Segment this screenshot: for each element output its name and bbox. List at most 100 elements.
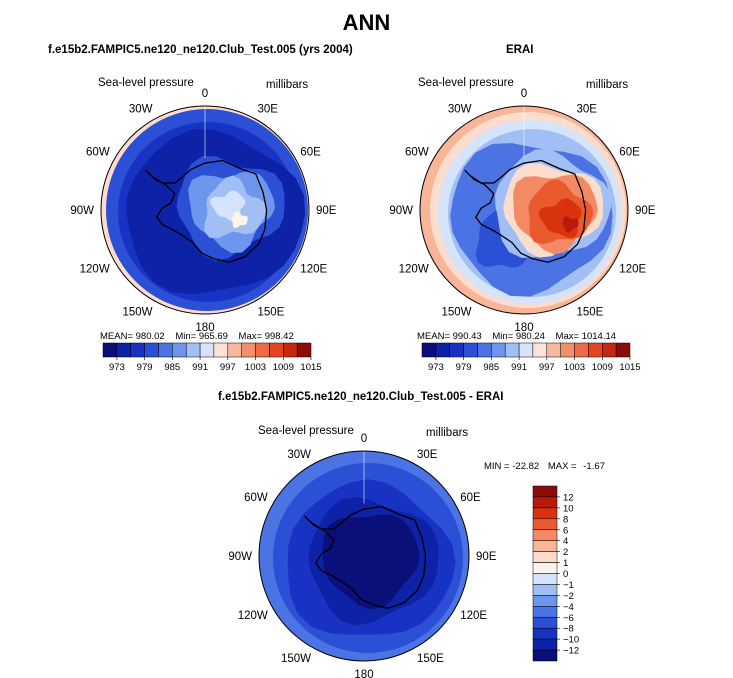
panel1-lon-label: 0 — [202, 88, 208, 100]
panel2-plateau-6 — [562, 216, 579, 233]
panel3-colorbar-tick-label: 0 — [563, 569, 568, 580]
panel1-lon-label: 150W — [122, 306, 152, 318]
panel3-colorbar-tick-label: 2 — [563, 547, 568, 558]
panel3-colorbar-tick-label: −4 — [563, 602, 574, 613]
panel1-colorbar-box — [269, 342, 284, 358]
panel3-colorbar-box — [532, 518, 558, 530]
panel3-colorbar-tick-label: −8 — [563, 624, 574, 635]
panel3-lon-label: 90W — [228, 551, 252, 563]
panel1-colorbar-tick-label: 973 — [109, 362, 125, 373]
panel3-min-value: -22.82 — [512, 461, 540, 472]
panel2-map-border — [419, 105, 629, 315]
panel2-coastline — [464, 159, 587, 263]
panel1-lon-label: 120E — [300, 264, 327, 276]
panel3-colorbar-box — [532, 595, 558, 607]
panel2-colorbar-tick-label: 985 — [483, 362, 499, 373]
panel1-colorbar-box — [296, 342, 312, 358]
panel3-max-label: MAX = — [547, 461, 577, 472]
panel3-coastline — [304, 505, 427, 609]
panel3-colorbar-tick-label: 4 — [563, 536, 568, 547]
panel3-colorbar-tick-label: −1 — [563, 580, 574, 591]
panel2-colorbar-box — [532, 342, 548, 358]
panel1-min-label: Min= — [175, 331, 197, 342]
panel3-colorbar-tick-label: 10 — [563, 503, 574, 514]
panel3-units-label: millibars — [426, 427, 469, 439]
panel3-max-value: -1.67 — [583, 461, 605, 472]
panel3-colorbar-tick-label: 8 — [563, 514, 568, 525]
panel2-colorbar: 973 979 985 991 997 1003 1009 1015 — [421, 342, 641, 373]
panel1-mean-label: MEAN= — [100, 331, 133, 342]
panel3-map-group: 0 30E 60E 90E 120E 150E 180 150W 120W 90W 60W 30W — [228, 433, 496, 678]
panel2-colorbar-tick-label: 1015 — [619, 362, 640, 373]
panel2-units-label: millibars — [586, 79, 629, 91]
panel3-lon-label: 90E — [476, 551, 497, 563]
panel2-min-label: Min= — [492, 331, 514, 342]
panel2-colorbar-box — [421, 342, 437, 358]
panel3-colorbar-box — [532, 540, 558, 552]
panel3-lon-label: 150W — [281, 653, 311, 665]
panel2-lon-label: 150W — [441, 306, 471, 318]
panel2-colorbar-box — [463, 342, 478, 358]
panel1-colorbar-tick-label: 997 — [220, 362, 236, 373]
panel1-max-value: 998.42 — [264, 331, 294, 342]
panel1-lon-label: 120W — [80, 264, 110, 276]
panel3-colorbar-tick-label: 12 — [563, 492, 574, 503]
panel1-coastline — [145, 159, 268, 263]
panel3-lon-label: 120W — [238, 610, 268, 622]
panel3-colorbar-tick-label: −10 — [563, 635, 579, 646]
panel3-lon-label: 150E — [417, 653, 444, 665]
panel2-colorbar-box — [560, 342, 575, 358]
panel1-colorbar-box — [144, 342, 159, 358]
panel3-colorbar-tick-label: 6 — [563, 525, 568, 536]
panel2-colorbar-tick-label: 979 — [456, 362, 472, 373]
panel1-lon-label: 90W — [70, 205, 94, 217]
panel1-colorbar-box — [283, 342, 298, 358]
panel1-colorbar-box — [130, 342, 145, 358]
panel3-lon-label: 0 — [361, 433, 367, 445]
panel1-colorbar-tick-label: 979 — [137, 362, 153, 373]
panel3-min-label: MIN = — [484, 461, 510, 472]
panel1-lon-label: 150E — [258, 306, 285, 318]
panel1-title: f.e15b2.FAMPIC5.ne120_ne120.Club_Test.00… — [48, 44, 353, 56]
panel3-colorbar-box — [532, 485, 558, 498]
panel1-colorbar-box — [172, 342, 187, 358]
panel2-lon-label: 150E — [577, 306, 604, 318]
panel2-colorbar-box — [574, 342, 589, 358]
panel1-colorbar-box — [199, 342, 215, 358]
panel1-map-border — [100, 105, 310, 315]
panel3-colorbar-tick-label: −12 — [563, 646, 579, 657]
panel2-max-label: Max= — [555, 331, 580, 342]
panel1-variable-label: Sea-level pressure — [98, 77, 194, 89]
panel3-lon-label: 180 — [354, 669, 373, 678]
panel2-colorbar-box — [491, 342, 506, 358]
panel3-lon-label: 60W — [244, 492, 268, 504]
panel1-colorbar: 973 979 985 991 997 1003 1009 1015 — [102, 342, 322, 373]
panel2-lon-label: 30W — [448, 104, 472, 116]
panel2-colorbar-tick-label: 1009 — [592, 362, 613, 373]
panel3-colorbar-tick-label: 1 — [563, 558, 568, 569]
panel2-lon-label: 0 — [521, 88, 527, 100]
panel2-lon-label: 90E — [635, 205, 656, 217]
panel2-colorbar-tick-label: 991 — [511, 362, 527, 373]
panel3-colorbar-box — [532, 562, 558, 574]
panel1-lon-label: 180 — [195, 322, 214, 334]
panel3-colorbar-box — [532, 638, 558, 651]
panel1-stats: MEAN= 980.02 Min= 965.69 Max= 998.42 — [100, 331, 294, 342]
panel3-variable-label: Sea-level pressure — [258, 425, 354, 437]
panel3-colorbar-box — [532, 551, 558, 563]
panel2-stats: MEAN= 990.43 Min= 980.24 Max= 1014.14 — [417, 331, 616, 342]
panel1-field — [101, 106, 309, 314]
panel3-colorbar-box — [532, 529, 558, 541]
panel1-colorbar-box — [241, 342, 256, 358]
panel2-colorbar-box — [615, 342, 631, 358]
panel2-colorbar-box — [435, 342, 451, 358]
panel1-lon-label: 30E — [258, 104, 279, 116]
panel1-colorbar-box — [158, 342, 173, 358]
panel2-lon-label: 120E — [619, 264, 646, 276]
panel1-map-group: 0 30E 60E 90E 120E 150E 180 150W 120W 90W 60W 30W — [70, 88, 336, 334]
panel2-colorbar-box — [602, 342, 617, 358]
panel2-lon-label: 60E — [619, 147, 640, 159]
panel2-lon-label: 180 — [514, 322, 533, 334]
